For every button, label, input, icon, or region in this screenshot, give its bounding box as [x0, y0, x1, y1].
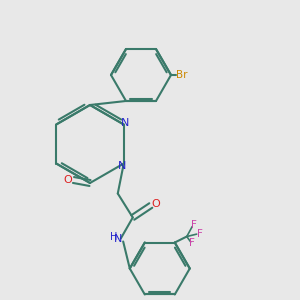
Text: F: F	[189, 238, 195, 248]
Text: H: H	[110, 232, 117, 242]
Text: N: N	[114, 234, 123, 244]
Text: N: N	[121, 118, 130, 128]
Text: O: O	[64, 175, 73, 185]
Text: F: F	[197, 229, 203, 238]
Text: F: F	[191, 220, 197, 230]
Text: Br: Br	[176, 70, 188, 80]
Text: O: O	[152, 199, 161, 209]
Text: N: N	[118, 161, 127, 171]
